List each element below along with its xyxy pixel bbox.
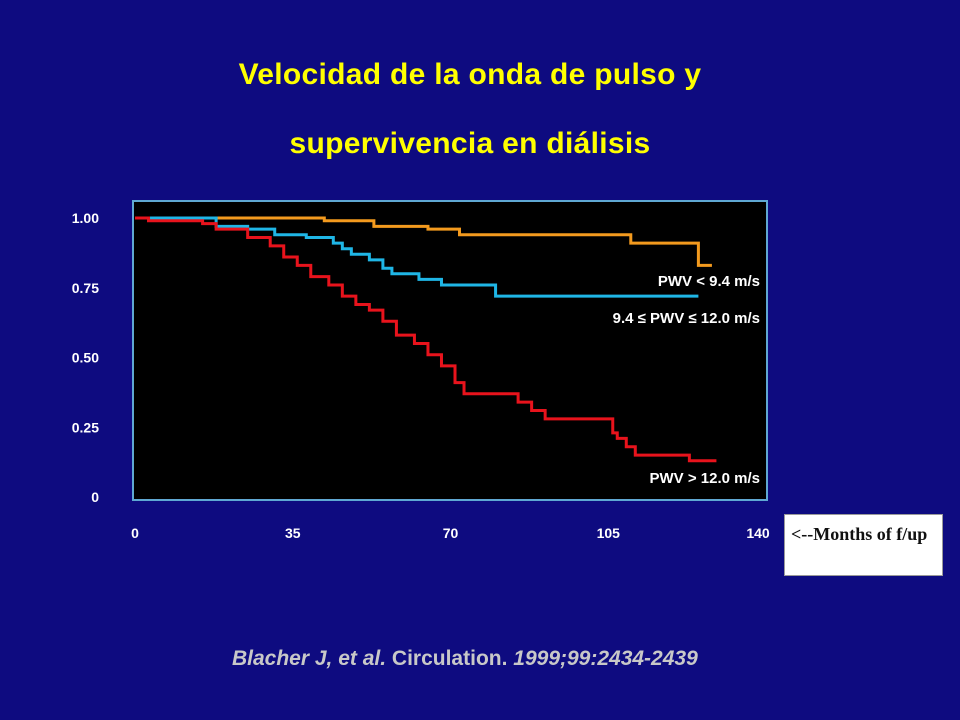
- series-label-pwv-9-4-m-s: PWV < 9.4 m/s: [658, 273, 760, 290]
- citation-journal: Circulation.: [391, 647, 508, 670]
- y-tick-label: 0.50: [72, 350, 99, 366]
- x-tick-label: 105: [597, 525, 621, 541]
- series-line-pwv-9-4-m-s: [135, 216, 712, 267]
- chart-title-line-2: supervivencia en diálisis: [289, 127, 651, 160]
- chart-title-line-1: Velocidad de la onda de pulso y: [238, 58, 702, 91]
- x-tick-label: 70: [443, 525, 459, 541]
- citation-ref: 1999;99:2434-2439: [513, 647, 698, 670]
- y-tick-label: 0: [91, 489, 99, 505]
- series-line-9-4-pwv-12-0-m-s: [135, 216, 699, 298]
- citation: Blacher J, et al. Circulation. 1999;99:2…: [232, 647, 698, 671]
- y-tick-label: 0.25: [72, 419, 99, 435]
- y-tick-label: 1.00: [72, 210, 99, 226]
- months-note-text: <--Months of f/up: [791, 524, 928, 544]
- series-line-pwv-12-0-m-s: [135, 216, 717, 463]
- months-note: <--Months of f/up: [784, 514, 943, 576]
- series-label-pwv-12-0-m-s: PWV > 12.0 m/s: [650, 470, 760, 487]
- x-axis: 0 35 70 105 140: [131, 525, 770, 541]
- plot-area: [132, 200, 768, 501]
- series-labels: PWV < 9.4 m/s 9.4 ≤ PWV ≤ 12.0 m/s PWV > 1…: [613, 273, 760, 487]
- x-tick-label: 140: [746, 525, 770, 541]
- x-tick-label: 0: [131, 525, 139, 541]
- y-tick-label: 0.75: [72, 280, 99, 296]
- x-tick-label: 35: [285, 525, 301, 541]
- y-axis: 1.00 0.75 0.50 0.25 0: [72, 210, 99, 505]
- series-layer: [135, 216, 717, 463]
- series-label-9-4-pwv-12-0-m-s: 9.4 ≤ PWV ≤ 12.0 m/s: [613, 310, 760, 327]
- citation-authors: Blacher J, et al.: [232, 647, 387, 670]
